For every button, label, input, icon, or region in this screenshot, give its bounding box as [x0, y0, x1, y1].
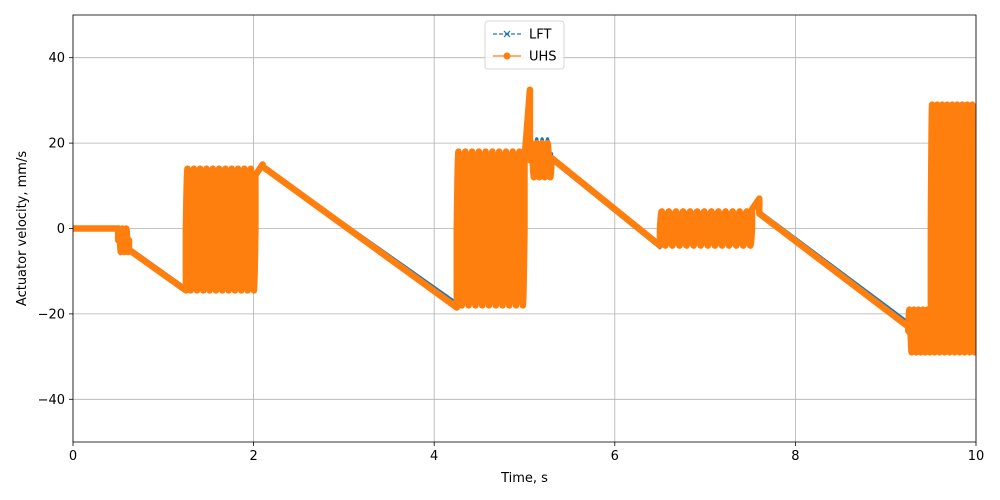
y-tick-label: 40: [48, 51, 65, 66]
x-tick-label: 2: [249, 449, 257, 464]
x-tick-label: 8: [791, 449, 799, 464]
ticks-layer: 0 2 4 6 8 10 −40 −20 0 20 40: [38, 51, 985, 464]
legend-lft-label: LFT: [529, 28, 551, 43]
legend: LFT UHS: [484, 20, 565, 70]
legend-uhs-label: UHS: [529, 50, 557, 65]
legend-uhs-marker: [503, 52, 511, 60]
y-tick-label: 20: [48, 137, 65, 152]
legend-lft-marker: [503, 30, 511, 38]
series-layer: [73, 86, 976, 356]
y-tick-label: −40: [38, 393, 65, 408]
y-tick-label: −20: [38, 307, 65, 322]
x-tick-label: 0: [69, 449, 77, 464]
x-axis-label: Time, s: [500, 471, 548, 486]
series-uhs-line: [73, 89, 976, 355]
y-axis-label: Actuator velocity, mm/s: [15, 151, 30, 306]
x-tick-label: 4: [430, 449, 438, 464]
x-tick-label: 6: [611, 449, 619, 464]
y-tick-label: 0: [57, 222, 65, 237]
series-uhs: [73, 86, 976, 356]
x-tick-label: 10: [968, 449, 985, 464]
